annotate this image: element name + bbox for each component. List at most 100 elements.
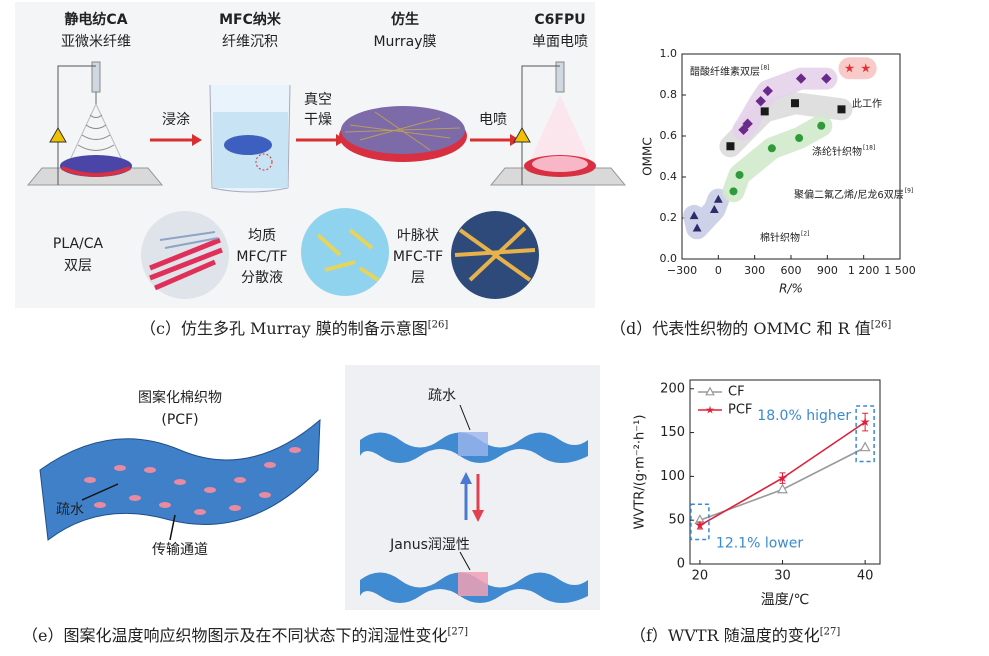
series-label: 棉针织物 bbox=[760, 231, 800, 244]
x-tick-label: −300 bbox=[667, 264, 697, 277]
y-tick-label: 50 bbox=[668, 513, 685, 528]
series-label: 涤纶针织物 bbox=[812, 145, 862, 158]
fiber-strip bbox=[360, 404, 588, 463]
step-title: 仿生 bbox=[391, 11, 419, 28]
annotation: 18.0% higher bbox=[757, 408, 851, 424]
y-tick-label: 0.2 bbox=[660, 211, 678, 224]
inset-label: 均质 bbox=[248, 228, 276, 244]
inset-label: 双层 bbox=[64, 258, 92, 274]
legend-label: CF bbox=[728, 385, 745, 400]
y-axis-label: OMMC bbox=[641, 137, 655, 176]
series-label: 醋酸纤维素双层 bbox=[690, 65, 760, 78]
inset-label: 叶脉状 bbox=[397, 228, 439, 244]
fabric-title: (PCF) bbox=[161, 412, 198, 428]
caption: （e）图案化温度响应织物图示及在不同状态下的润湿性变化[27] bbox=[22, 622, 468, 646]
point bbox=[760, 107, 769, 116]
y-axis-label: WVTR/(g·m⁻²·h⁻¹) bbox=[633, 415, 648, 530]
point bbox=[795, 134, 804, 143]
inset bbox=[301, 208, 389, 296]
legend-label: PCF bbox=[728, 403, 752, 418]
caption-text: （d）代表性织物的 OMMC 和 R 值 bbox=[610, 319, 871, 338]
fabric-label: 传输通道 bbox=[152, 542, 208, 558]
step-subtitle: Murray膜 bbox=[373, 34, 436, 50]
murray-membrane bbox=[339, 106, 467, 162]
legend-marker bbox=[705, 405, 715, 414]
y-tick-label: 1.0 bbox=[660, 47, 678, 60]
annotation: 12.1% lower bbox=[716, 535, 803, 551]
plot-frame bbox=[689, 379, 881, 565]
inset-label: 层 bbox=[411, 270, 425, 286]
fabric bbox=[39, 418, 321, 541]
annotation-box bbox=[690, 503, 710, 541]
point bbox=[689, 211, 699, 220]
point bbox=[777, 473, 788, 483]
inset bbox=[141, 211, 229, 299]
caption-text: （c）仿生多孔 Murray 膜的制备示意图 bbox=[140, 319, 428, 338]
y-tick-label: 100 bbox=[660, 469, 685, 484]
state-label: 疏水 bbox=[428, 388, 456, 404]
step-title: MFC纳米 bbox=[219, 11, 282, 28]
arrow-label: 干燥 bbox=[304, 112, 332, 128]
arrow bbox=[150, 134, 202, 146]
point bbox=[692, 223, 702, 232]
y-tick-label: 0.6 bbox=[660, 129, 678, 142]
arrow-label: 电喷 bbox=[479, 112, 507, 128]
point bbox=[860, 417, 870, 427]
caption-ref: [26] bbox=[870, 319, 892, 331]
x-tick-label: 900 bbox=[817, 264, 838, 277]
panel-e-bg bbox=[345, 365, 600, 610]
x-tick-label: 20 bbox=[692, 569, 709, 584]
point bbox=[742, 118, 753, 129]
y-tick-label: 0.0 bbox=[660, 252, 678, 265]
series-ref: [8] bbox=[761, 65, 770, 72]
x-axis-label: R/% bbox=[779, 282, 803, 296]
annotation-box bbox=[855, 405, 875, 463]
point bbox=[821, 73, 832, 84]
point bbox=[755, 95, 766, 107]
point bbox=[777, 483, 788, 494]
point bbox=[713, 194, 723, 203]
x-tick-label: 1 500 bbox=[884, 264, 916, 277]
point bbox=[795, 73, 807, 84]
point bbox=[837, 105, 846, 114]
step-subtitle: 纤维沉积 bbox=[222, 34, 278, 50]
point bbox=[861, 63, 871, 73]
step-subtitle: 单面电喷 bbox=[532, 34, 588, 50]
point bbox=[817, 121, 826, 130]
point bbox=[738, 124, 749, 136]
y-tick-label: 0 bbox=[677, 557, 685, 572]
inset-label: PLA/CA bbox=[53, 236, 104, 252]
cluster-shade bbox=[683, 188, 730, 240]
x-axis-label: 温度/℃ bbox=[761, 592, 809, 608]
arrow-label: 浸涂 bbox=[162, 112, 190, 128]
caption-ref: [27] bbox=[819, 626, 841, 638]
caption: （f）WVTR 随温度的变化[27] bbox=[630, 622, 840, 646]
y-tick-label: 0.4 bbox=[660, 170, 678, 183]
point bbox=[729, 187, 738, 196]
series-label: 此工作 bbox=[852, 97, 882, 110]
step-subtitle: 亚微米纤维 bbox=[61, 34, 131, 50]
fiber-strip bbox=[360, 551, 588, 603]
x-tick-label: 40 bbox=[857, 569, 874, 584]
point bbox=[790, 99, 799, 108]
point bbox=[844, 63, 855, 73]
point bbox=[726, 142, 735, 151]
caption: （d）代表性织物的 OMMC 和 R 值[26] bbox=[610, 315, 891, 339]
series-ref: [2] bbox=[801, 231, 810, 238]
inset bbox=[451, 211, 539, 299]
y-tick-label: 200 bbox=[660, 381, 685, 396]
fabric-label: 疏水 bbox=[56, 502, 84, 518]
series-ref: [9] bbox=[905, 188, 914, 195]
x-tick-label: 0 bbox=[715, 264, 722, 277]
electrospin-setup bbox=[26, 61, 164, 186]
beaker bbox=[209, 84, 291, 193]
x-tick-label: 30 bbox=[774, 569, 791, 584]
caption-text: （f）WVTR 随温度的变化 bbox=[630, 626, 820, 645]
y-tick-label: 150 bbox=[660, 425, 685, 440]
caption-text: （e）图案化温度响应织物图示及在不同状态下的润湿性变化 bbox=[22, 626, 448, 645]
inset-label: MFC/TF bbox=[236, 249, 287, 265]
step-title: 静电纺CA bbox=[64, 11, 127, 28]
point bbox=[709, 205, 719, 213]
point bbox=[859, 441, 871, 452]
inset-label: 分散液 bbox=[241, 270, 283, 286]
